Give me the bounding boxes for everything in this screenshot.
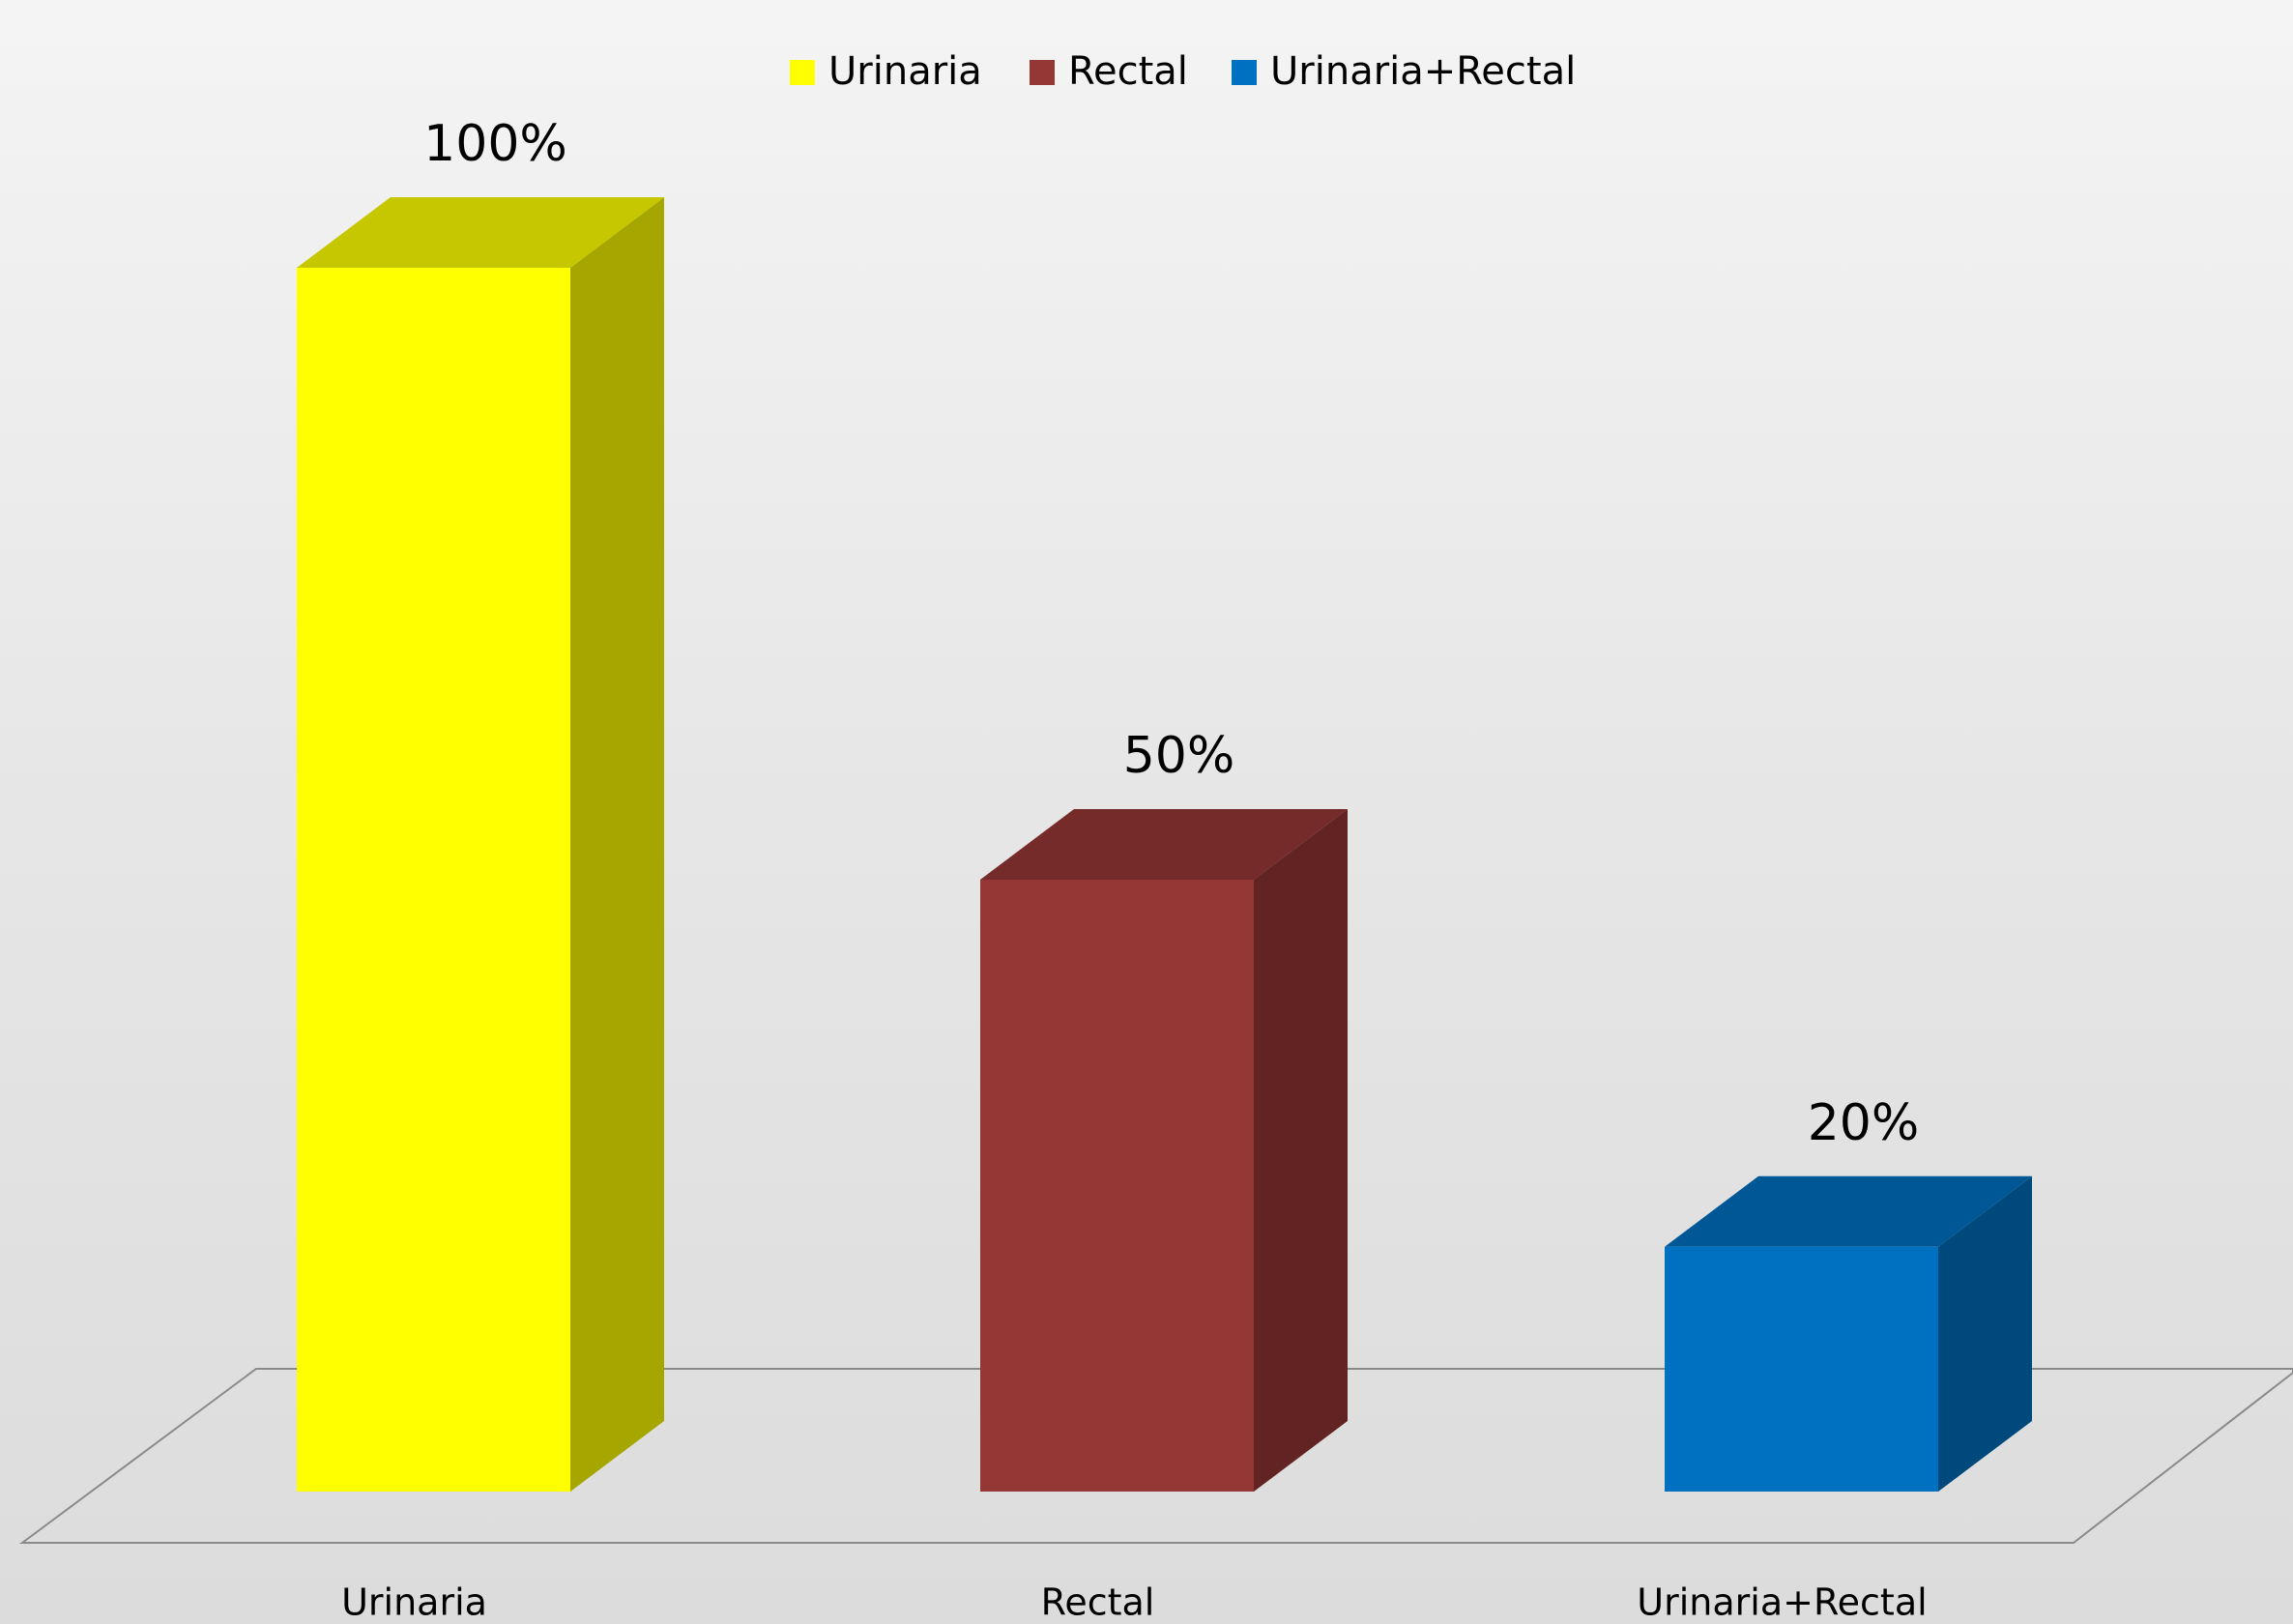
x-tick-label: Urinaria+Rectal [1637,1581,1927,1624]
legend-swatch [790,60,815,85]
bar [297,268,570,1492]
x-tick-label: Rectal [1041,1581,1155,1624]
legend-swatch [1232,60,1257,85]
data-label: 20% [1808,1094,1920,1152]
bar [1665,1247,1938,1492]
legend-label: Urinaria [828,49,982,94]
bar-side [570,197,664,1492]
legend-swatch [1030,60,1055,85]
x-tick-label: Urinaria [341,1581,487,1624]
legend: Urinaria Rectal Urinaria+Rectal [790,49,1576,94]
chart: 100%Urinaria50%Rectal20%Urinaria+RectalU… [0,0,2293,1624]
bar-side [1254,809,1348,1492]
legend-label: Urinaria+Rectal [1270,49,1576,94]
bar [980,880,1254,1492]
legend-label: Rectal [1068,49,1188,94]
page: 100%Urinaria50%Rectal20%Urinaria+RectalU… [0,0,2293,1624]
data-label: 100% [423,115,567,173]
data-label: 50% [1123,727,1235,785]
